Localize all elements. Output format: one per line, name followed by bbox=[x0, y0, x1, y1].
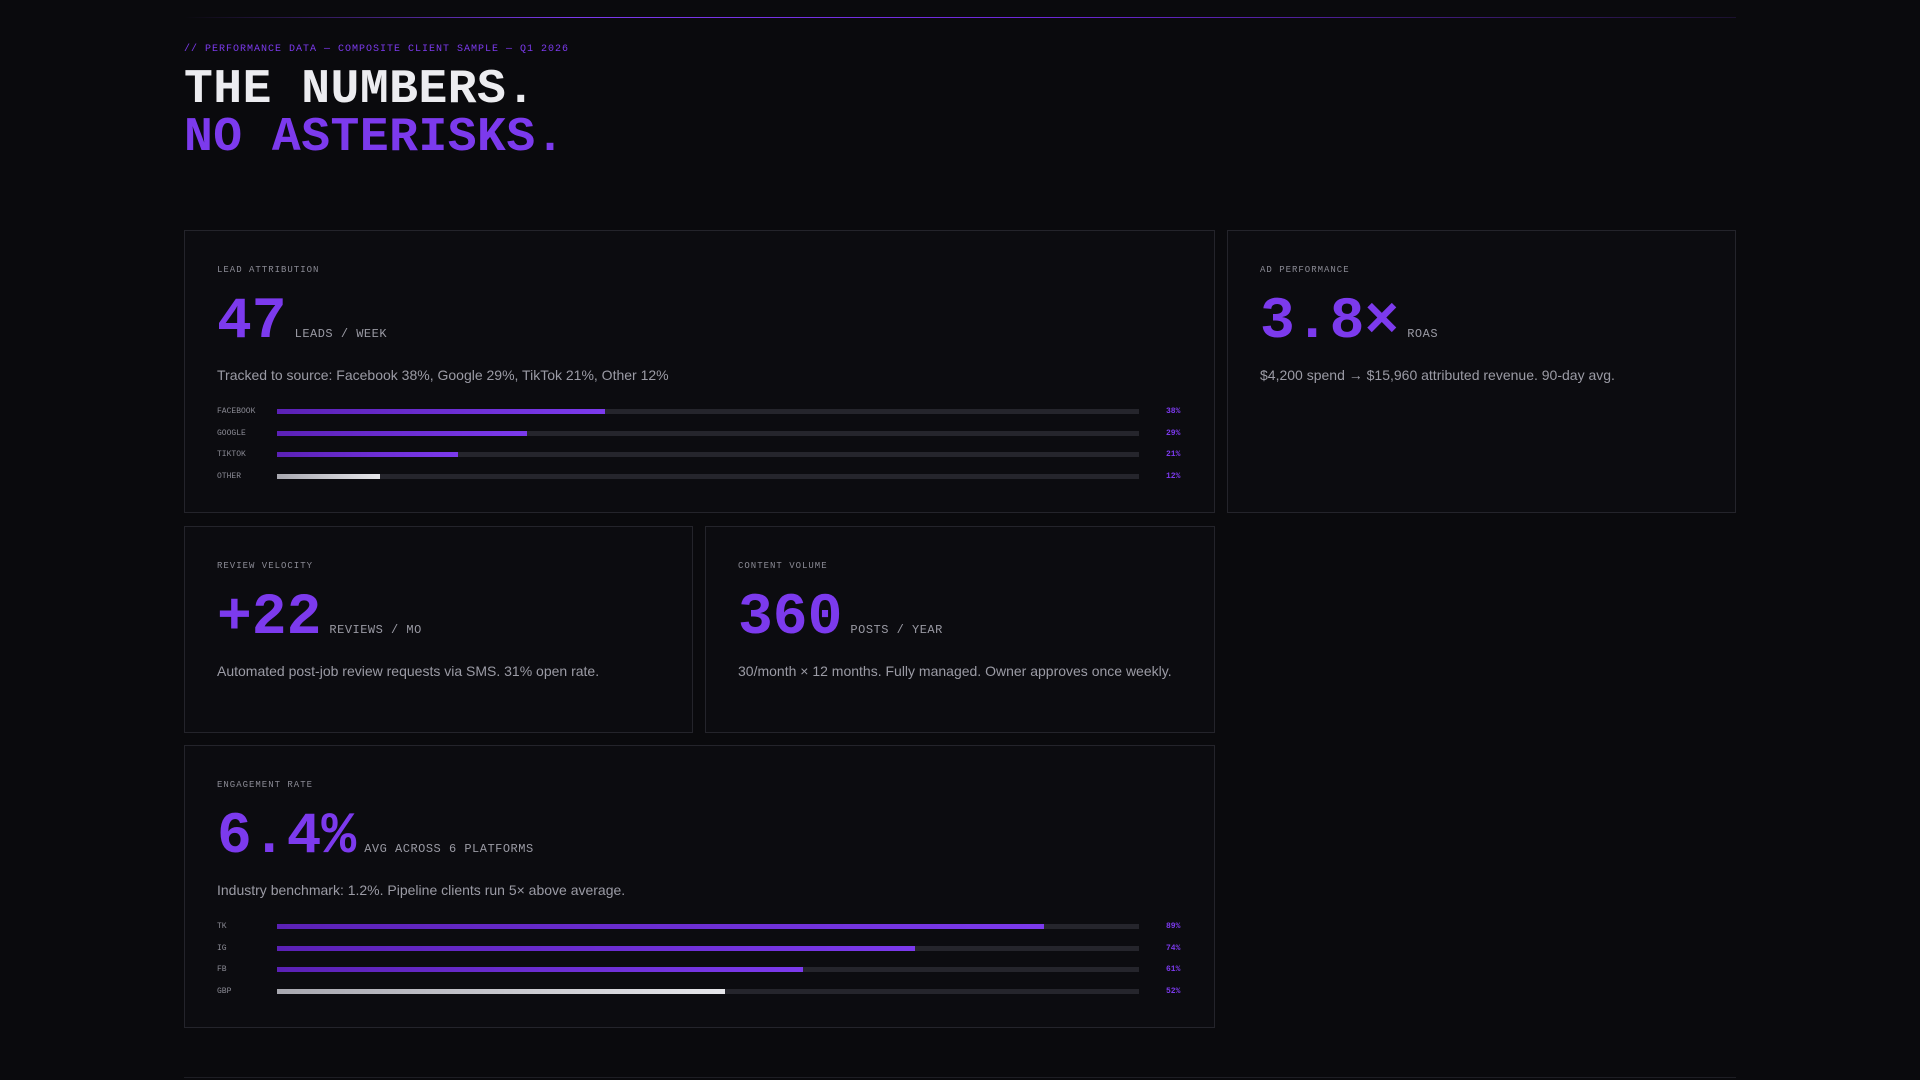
bar-row-gbp: GBP 52% bbox=[217, 981, 1189, 1003]
card-label: AD PERFORMANCE bbox=[1260, 265, 1350, 275]
bar-fill bbox=[277, 473, 381, 479]
metric-value: +22 bbox=[217, 586, 322, 651]
page-title-line-1: THE NUMBERS. bbox=[184, 63, 536, 117]
bar-fill bbox=[277, 924, 1045, 930]
card-description: Tracked to source: Facebook 38%, Google … bbox=[217, 367, 669, 383]
bar-fill bbox=[277, 967, 803, 973]
bar-fill bbox=[277, 945, 915, 951]
bar-row-facebook: FACEBOOK 38% bbox=[217, 401, 1189, 423]
engagement-rate-card: ENGAGEMENT RATE 6.4% AVG ACROSS 6 PLATFO… bbox=[184, 745, 1215, 1028]
bar-track bbox=[277, 945, 1139, 951]
bar-percent: 29% bbox=[1166, 428, 1181, 438]
content-volume-card: CONTENT VOLUME 360 POSTS / YEAR 30/month… bbox=[705, 526, 1215, 733]
bar-label: FB bbox=[217, 965, 227, 975]
metric: 360 POSTS / YEAR bbox=[738, 587, 943, 651]
bar-percent: 61% bbox=[1166, 965, 1181, 975]
bar-row-fb: FB 61% bbox=[217, 959, 1189, 981]
top-divider bbox=[184, 17, 1736, 18]
bar-percent: 12% bbox=[1166, 471, 1181, 481]
ad-performance-card: AD PERFORMANCE 3.8× ROAS $4,200 spend → … bbox=[1227, 230, 1736, 513]
metric-value: 47 bbox=[217, 290, 287, 355]
card-description: 30/month × 12 months. Fully managed. Own… bbox=[738, 663, 1172, 679]
bar-percent: 38% bbox=[1166, 407, 1181, 417]
bar-track bbox=[277, 430, 1139, 436]
bar-fill bbox=[277, 452, 459, 458]
bar-row-tiktok: TIKTOK 21% bbox=[217, 444, 1189, 466]
bar-track bbox=[277, 988, 1139, 994]
bar-fill bbox=[277, 409, 605, 415]
bar-label: GBP bbox=[217, 986, 232, 996]
bar-label: TIKTOK bbox=[217, 450, 246, 460]
metric-unit: LEADS / WEEK bbox=[294, 327, 388, 341]
metric: +22 REVIEWS / MO bbox=[217, 587, 422, 651]
card-label: CONTENT VOLUME bbox=[738, 561, 828, 571]
bar-percent: 89% bbox=[1166, 922, 1181, 932]
bar-row-tk: TK 89% bbox=[217, 916, 1189, 938]
bar-track bbox=[277, 967, 1139, 973]
lead-source-bars: FACEBOOK 38% GOOGLE 29% TIKTOK 21% OTHER bbox=[217, 401, 1189, 487]
card-description: $4,200 spend → $15,960 attributed revenu… bbox=[1260, 367, 1615, 383]
metric-unit: ROAS bbox=[1407, 327, 1439, 341]
metric-value: 3.8× bbox=[1260, 290, 1400, 355]
bar-track bbox=[277, 473, 1139, 479]
bar-label: OTHER bbox=[217, 471, 242, 481]
bar-percent: 74% bbox=[1166, 943, 1181, 953]
bar-track bbox=[277, 409, 1139, 415]
card-label: LEAD ATTRIBUTION bbox=[217, 265, 320, 275]
bar-label: TK bbox=[217, 922, 227, 932]
bar-percent: 52% bbox=[1166, 986, 1181, 996]
bar-label: FACEBOOK bbox=[217, 407, 256, 417]
bar-row-google: GOOGLE 29% bbox=[217, 423, 1189, 445]
review-velocity-card: REVIEW VELOCITY +22 REVIEWS / MO Automat… bbox=[184, 526, 693, 733]
metric-unit: AVG ACROSS 6 PLATFORMS bbox=[364, 842, 534, 856]
metric-unit: POSTS / YEAR bbox=[850, 623, 943, 637]
lead-attribution-card: LEAD ATTRIBUTION 47 LEADS / WEEK Tracked… bbox=[184, 230, 1215, 513]
metric-value: 6.4% bbox=[217, 805, 357, 870]
card-label: REVIEW VELOCITY bbox=[217, 561, 314, 571]
page-title-line-2: NO ASTERISKS. bbox=[184, 111, 565, 165]
bottom-divider bbox=[184, 1077, 1736, 1078]
metric-value: 360 bbox=[738, 586, 843, 651]
card-label: ENGAGEMENT RATE bbox=[217, 780, 314, 790]
card-description: Automated post-job review requests via S… bbox=[217, 663, 600, 679]
metric: 6.4% AVG ACROSS 6 PLATFORMS bbox=[217, 806, 534, 870]
metric: 47 LEADS / WEEK bbox=[217, 291, 387, 355]
bar-row-other: OTHER 12% bbox=[217, 466, 1189, 488]
bar-row-ig: IG 74% bbox=[217, 938, 1189, 960]
metric-unit: REVIEWS / MO bbox=[329, 623, 422, 637]
bar-fill bbox=[277, 988, 726, 994]
bar-percent: 21% bbox=[1166, 450, 1181, 460]
bar-label: IG bbox=[217, 943, 227, 953]
bar-track bbox=[277, 452, 1139, 458]
metric: 3.8× ROAS bbox=[1260, 291, 1438, 355]
platform-engagement-bars: TK 89% IG 74% FB 61% GBP 52% bbox=[217, 916, 1189, 1002]
bar-label: GOOGLE bbox=[217, 428, 246, 438]
page-title: THE NUMBERS. NO ASTERISKS. bbox=[184, 66, 565, 162]
section-eyebrow: // PERFORMANCE DATA — COMPOSITE CLIENT S… bbox=[184, 44, 570, 55]
card-description: Industry benchmark: 1.2%. Pipeline clien… bbox=[217, 882, 626, 898]
bar-fill bbox=[277, 430, 527, 436]
bar-track bbox=[277, 924, 1139, 930]
